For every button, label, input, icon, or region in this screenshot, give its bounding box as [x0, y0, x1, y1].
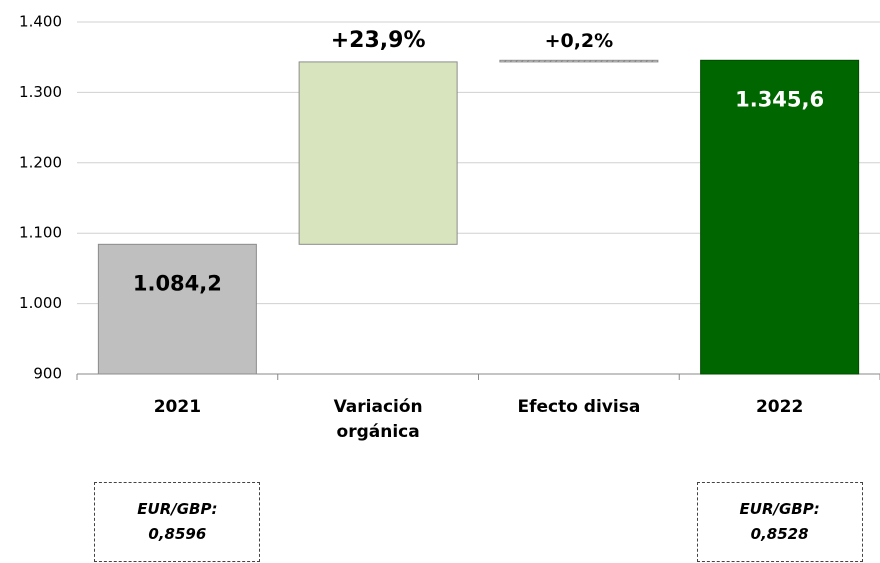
- y-tick-label: 1.100: [19, 224, 62, 242]
- x-tick-label: 2022: [755, 397, 804, 417]
- x-tick-label: Variación orgánica: [333, 397, 423, 442]
- note-box: EUR/GBP: 0,8528: [696, 482, 863, 562]
- value-label: 1.084,2: [133, 271, 222, 295]
- note-box: EUR/GBP: 0,8596: [94, 482, 261, 562]
- x-tick-label: Efecto divisa: [517, 397, 641, 417]
- percent-label: +0,2%: [545, 30, 614, 52]
- y-tick-label: 1.200: [19, 153, 62, 171]
- y-tick-label: 1.000: [19, 294, 62, 312]
- percent-label: +23,9%: [331, 28, 426, 53]
- bar: [499, 59, 659, 63]
- bar: [298, 61, 458, 245]
- y-tick-label: 900: [33, 365, 62, 383]
- x-tick-label: 2021: [153, 397, 202, 417]
- value-label: 1.345,6: [735, 87, 824, 111]
- bar: [700, 59, 860, 375]
- y-tick-label: 1.300: [19, 83, 62, 101]
- y-tick-label: 1.400: [19, 13, 62, 31]
- bar: [97, 243, 257, 375]
